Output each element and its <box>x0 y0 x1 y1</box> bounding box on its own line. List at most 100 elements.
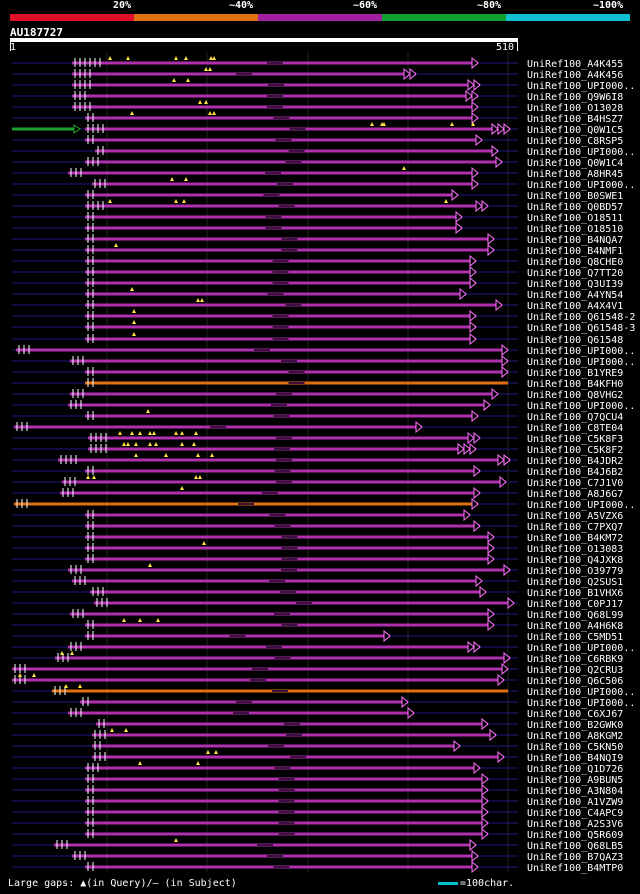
hit-label[interactable]: UniRef100_C5KN50 <box>527 742 623 753</box>
hit-row[interactable]: UniRef100_C8TE04 <box>12 420 623 434</box>
hit-label[interactable]: UniRef100_UPI000.. <box>527 357 635 368</box>
hit-row[interactable]: UniRef100_Q0W1C4 <box>12 155 623 169</box>
hit-row[interactable]: UniRef100_UPI000.. <box>12 177 635 191</box>
hit-row[interactable]: UniRef100_B2GWK0 <box>12 717 623 731</box>
hit-label[interactable]: UniRef100_B4KFH0 <box>527 379 623 390</box>
hit-label[interactable]: UniRef100_A4YN54 <box>527 290 623 301</box>
hit-label[interactable]: UniRef100_A8J6G7 <box>527 489 623 500</box>
hit-label[interactable]: UniRef100_Q61548 <box>527 335 623 346</box>
hit-label[interactable]: UniRef100_Q8VHG2 <box>527 390 623 401</box>
hit-row[interactable]: UniRef100_B4MTP0 <box>12 860 623 874</box>
hit-label[interactable]: UniRef100_Q9W6I8 <box>527 92 623 103</box>
hit-label[interactable]: UniRef100_B4NQA7 <box>527 235 623 246</box>
hit-label[interactable]: UniRef100_C7J1V0 <box>527 478 623 489</box>
hit-label[interactable]: UniRef100_O18510 <box>527 224 623 235</box>
hit-label[interactable]: UniRef100_C6XJ67 <box>527 709 623 720</box>
hit-label[interactable]: UniRef100_C8RSP5 <box>527 136 623 147</box>
hit-row[interactable]: UniRef100_C5K8F3 <box>12 431 623 445</box>
hit-label[interactable]: UniRef100_Q0W1C5 <box>527 125 623 136</box>
hit-row[interactable]: UniRef100_Q2SUS1 <box>12 574 623 588</box>
hit-label[interactable]: UniRef100_Q3UI39 <box>527 279 623 290</box>
hit-label[interactable]: UniRef100_A5VZX6 <box>527 511 623 522</box>
hit-row[interactable]: UniRef100_UPI000.. <box>12 354 635 368</box>
hit-row[interactable]: UniRef100_B1VHX6 <box>12 585 623 599</box>
hit-row[interactable]: UniRef100_UPI000.. <box>12 398 635 412</box>
hit-row[interactable]: UniRef100_O18511 <box>12 210 623 224</box>
hit-label[interactable]: UniRef100_B4NMF1 <box>527 246 623 257</box>
hit-row[interactable]: UniRef100_Q2CRU3 <box>12 662 623 676</box>
hit-label[interactable]: UniRef100_Q61548-3 <box>527 323 635 334</box>
hit-row[interactable]: UniRef100_B7QAZ3 <box>12 849 623 863</box>
hit-label[interactable]: UniRef100_UPI000.. <box>527 81 635 92</box>
hit-label[interactable]: UniRef100_UPI000.. <box>527 147 635 158</box>
hit-label[interactable]: UniRef100_A8KGM2 <box>527 731 623 742</box>
hit-row[interactable]: UniRef100_Q8CHE0 <box>12 254 623 268</box>
hit-row[interactable]: UniRef100_O39779 <box>12 563 623 577</box>
hit-row[interactable]: UniRef100_A4X4V1 <box>12 298 623 312</box>
hit-row[interactable]: UniRef100_Q61548-3 <box>12 320 635 334</box>
hit-row[interactable]: UniRef100_A4K456 <box>12 67 623 81</box>
hit-row[interactable]: UniRef100_C7J1V0 <box>12 475 623 489</box>
hit-row[interactable]: UniRef100_UPI000.. <box>12 684 635 698</box>
hit-label[interactable]: UniRef100_C5MD51 <box>527 632 623 643</box>
hit-row[interactable]: UniRef100_UPI000.. <box>12 640 635 654</box>
hit-label[interactable]: UniRef100_Q6C506 <box>527 676 623 687</box>
hit-row[interactable]: UniRef100_A5VZX6 <box>12 508 623 522</box>
hit-label[interactable]: UniRef100_C6RBK9 <box>527 654 623 665</box>
hit-row[interactable]: UniRef100_A8HR45 <box>12 166 623 180</box>
hit-row[interactable]: UniRef100_B4JDR2 <box>12 453 623 467</box>
hit-row[interactable]: UniRef100_Q5R609 <box>12 827 623 841</box>
hit-row[interactable]: UniRef100_Q0BD57 <box>12 199 623 213</box>
hit-row[interactable]: UniRef100_Q1D726 <box>12 761 623 775</box>
hit-row[interactable]: UniRef100_C5MD51 <box>12 629 623 643</box>
hit-label[interactable]: UniRef100_UPI000.. <box>527 643 635 654</box>
hit-label[interactable]: UniRef100_Q0W1C4 <box>527 158 623 169</box>
hit-label[interactable]: UniRef100_Q1D726 <box>527 764 623 775</box>
hit-row[interactable]: UniRef100_B4NQA7 <box>12 232 623 246</box>
hit-row[interactable]: UniRef100_UPI000.. <box>12 695 635 709</box>
hit-label[interactable]: UniRef100_C7PXQ7 <box>527 522 623 533</box>
hit-label[interactable]: UniRef100_B4JDR2 <box>527 456 623 467</box>
hit-label[interactable]: UniRef100_B4NQI9 <box>527 753 623 764</box>
hit-label[interactable]: UniRef100_C8TE04 <box>527 423 623 434</box>
hit-row[interactable]: UniRef100_A2S3V6 <box>12 816 623 830</box>
hit-row[interactable]: UniRef100_Q68LB5 <box>12 838 623 852</box>
hit-label[interactable]: UniRef100_Q7TT20 <box>527 268 623 279</box>
hit-row[interactable]: UniRef100_Q7QCU4 <box>12 409 623 423</box>
hit-label[interactable]: UniRef100_A8HR45 <box>527 169 623 180</box>
hit-label[interactable]: UniRef100_A3N804 <box>527 786 623 797</box>
hit-label[interactable]: UniRef100_A4X4V1 <box>527 301 623 312</box>
hit-row[interactable]: UniRef100_C8RSP5 <box>12 133 623 147</box>
hit-label[interactable]: UniRef100_Q0BD57 <box>527 202 623 213</box>
hit-row[interactable]: UniRef100_B1YRE9 <box>12 365 623 379</box>
hit-label[interactable]: UniRef100_C5K8F3 <box>527 434 623 445</box>
hit-label[interactable]: UniRef100_UPI000.. <box>527 346 635 357</box>
hit-label[interactable]: UniRef100_Q68LB5 <box>527 841 623 852</box>
hit-row[interactable]: UniRef100_Q4JXK8 <box>12 552 623 566</box>
hit-row[interactable]: UniRef100_C7PXQ7 <box>12 519 623 533</box>
hit-label[interactable]: UniRef100_A2S3V6 <box>527 819 623 830</box>
hit-row[interactable]: UniRef100_A8J6G7 <box>12 486 623 500</box>
hit-row[interactable]: UniRef100_UPI000.. <box>12 343 635 357</box>
hit-row[interactable]: UniRef100_A4YN54 <box>12 287 623 301</box>
hit-label[interactable]: UniRef100_B2GWK0 <box>527 720 623 731</box>
hit-row[interactable]: UniRef100_B4NQI9 <box>12 750 623 764</box>
hit-row[interactable]: UniRef100_B4J6B2 <box>12 464 623 478</box>
hit-row[interactable]: UniRef100_O13083 <box>12 541 623 555</box>
hit-label[interactable]: UniRef100_O39779 <box>527 566 623 577</box>
hit-label[interactable]: UniRef100_C4APC9 <box>527 808 623 819</box>
hit-row[interactable]: UniRef100_O13028 <box>12 100 623 114</box>
hit-row[interactable]: UniRef100_C6XJ67 <box>12 706 623 720</box>
hit-label[interactable]: UniRef100_B1VHX6 <box>527 588 623 599</box>
hit-label[interactable]: UniRef100_UPI000.. <box>527 180 635 191</box>
hit-row[interactable]: UniRef100_C0PJ17 <box>12 596 623 610</box>
hit-row[interactable]: UniRef100_B4NMF1 <box>12 243 623 257</box>
hit-row[interactable]: UniRef100_A8KGM2 <box>12 728 623 742</box>
hit-row[interactable]: UniRef100_UPI000.. <box>12 144 635 158</box>
hit-row[interactable]: UniRef100_Q61548 <box>12 332 623 346</box>
hit-label[interactable]: UniRef100_Q4JXK8 <box>527 555 623 566</box>
hit-row[interactable]: UniRef100_B4HSZ7 <box>12 111 623 125</box>
hit-row[interactable]: UniRef100_Q6C506 <box>12 673 623 687</box>
hit-row[interactable]: UniRef100_UPI000.. <box>12 78 635 92</box>
hit-row[interactable]: UniRef100_Q9W6I8 <box>12 89 623 103</box>
